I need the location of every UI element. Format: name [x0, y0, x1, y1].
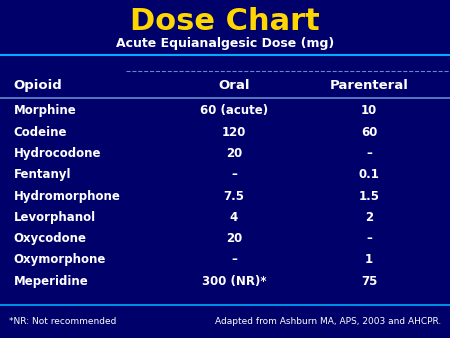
Text: –: –: [231, 254, 237, 266]
Text: 20: 20: [226, 232, 242, 245]
Text: Adapted from Ashburn MA, APS, 2003 and AHCPR.: Adapted from Ashburn MA, APS, 2003 and A…: [215, 317, 441, 325]
Text: 7.5: 7.5: [224, 190, 244, 202]
Text: 20: 20: [226, 147, 242, 160]
Text: –: –: [231, 168, 237, 181]
Text: 10: 10: [361, 104, 377, 117]
Text: Codeine: Codeine: [14, 126, 67, 139]
Text: Acute Equianalgesic Dose (mg): Acute Equianalgesic Dose (mg): [116, 37, 334, 50]
Text: 60 (acute): 60 (acute): [200, 104, 268, 117]
Text: 75: 75: [361, 275, 377, 288]
Text: Fentanyl: Fentanyl: [14, 168, 71, 181]
Text: Oxymorphone: Oxymorphone: [14, 254, 106, 266]
Text: 4: 4: [230, 211, 238, 224]
Text: 300 (NR)*: 300 (NR)*: [202, 275, 266, 288]
Text: 60: 60: [361, 126, 377, 139]
Text: Levorphanol: Levorphanol: [14, 211, 95, 224]
Text: Oral: Oral: [218, 79, 250, 92]
Text: 1.5: 1.5: [359, 190, 379, 202]
Text: *NR: Not recommended: *NR: Not recommended: [9, 317, 117, 325]
Text: 0.1: 0.1: [359, 168, 379, 181]
Text: Hydromorphone: Hydromorphone: [14, 190, 121, 202]
Text: Parenteral: Parenteral: [329, 79, 409, 92]
Text: Oxycodone: Oxycodone: [14, 232, 86, 245]
Text: 1: 1: [365, 254, 373, 266]
Text: Meperidine: Meperidine: [14, 275, 88, 288]
Text: –: –: [366, 147, 372, 160]
Text: Dose Chart: Dose Chart: [130, 7, 320, 37]
Text: Morphine: Morphine: [14, 104, 76, 117]
Text: 120: 120: [222, 126, 246, 139]
Text: –: –: [366, 232, 372, 245]
Text: Opioid: Opioid: [14, 79, 62, 92]
Text: Hydrocodone: Hydrocodone: [14, 147, 101, 160]
Text: 2: 2: [365, 211, 373, 224]
